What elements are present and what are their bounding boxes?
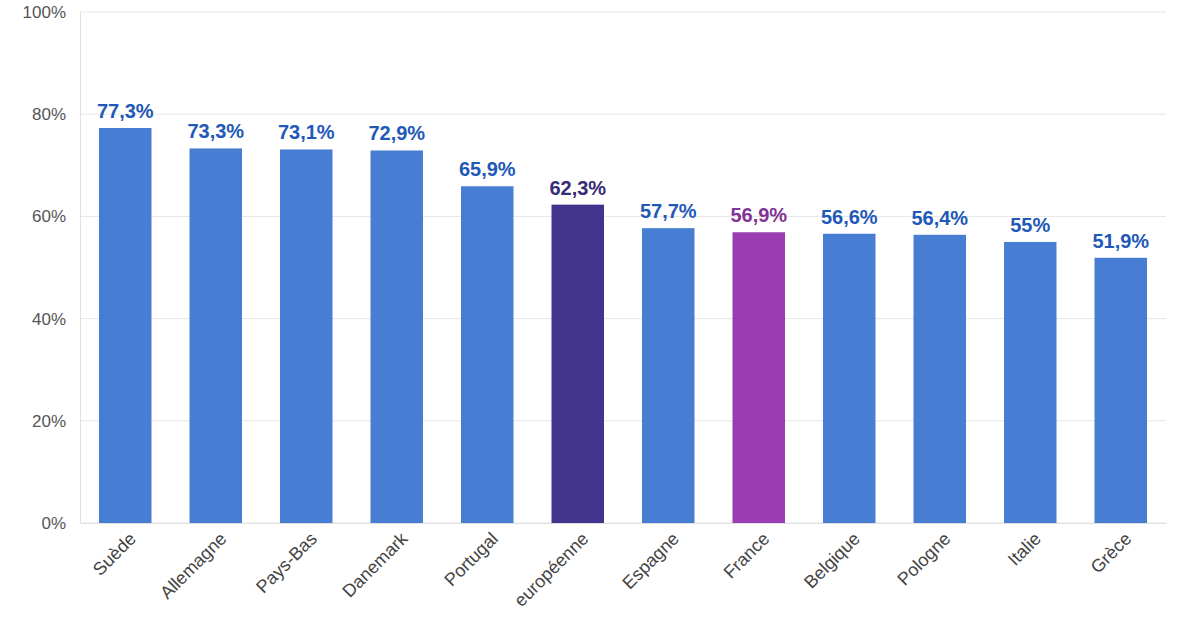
x-tick: Pologne: [894, 523, 955, 589]
y-tick: 100%: [23, 3, 80, 22]
data-label: 62,3%: [549, 177, 606, 199]
y-axis-line: [80, 13, 81, 524]
bar: [280, 149, 332, 523]
x-tick-label: Italie: [1004, 529, 1045, 570]
y-tick-label: 0%: [41, 514, 66, 533]
x-tick: Portugal: [440, 523, 502, 590]
bar: [733, 232, 785, 523]
data-label: 73,1%: [278, 121, 335, 143]
grid-line: [80, 216, 1166, 217]
x-tick: européenne: [510, 523, 592, 611]
y-tick-label: 20%: [32, 412, 66, 431]
bars: [99, 128, 1147, 523]
data-label: 56,9%: [730, 204, 787, 226]
y-tick: 0%: [41, 514, 80, 533]
data-label: 51,9%: [1092, 230, 1149, 252]
bar: [99, 128, 151, 523]
chart-svg: 0% 20% 40% 60% 80% 100% Suède Allemagne Pays-Bas…: [0, 0, 1200, 630]
bar: [914, 235, 966, 523]
data-label: 56,4%: [911, 207, 968, 229]
grid-line: [80, 318, 1166, 319]
data-label: 65,9%: [459, 158, 516, 180]
x-tick: Allemagne: [156, 523, 230, 603]
chart-container: 0% 20% 40% 60% 80% 100% Suède Allemagne Pays-Bas…: [0, 0, 1200, 630]
data-label: 77,3%: [97, 100, 154, 122]
x-tick-label: Espagne: [618, 529, 682, 593]
x-tick-label: Pologne: [894, 529, 955, 590]
grid-line: [80, 12, 1166, 13]
y-tick-label: 60%: [32, 207, 66, 226]
data-label: 55%: [1010, 214, 1050, 236]
x-tick: Belgique: [800, 523, 864, 592]
y-tick: 80%: [32, 105, 80, 124]
grid-line: [80, 114, 1166, 115]
plot: 0% 20% 40% 60% 80% 100% Suède Allemagne Pays-Bas…: [23, 3, 1167, 611]
x-tick-label: Suède: [89, 529, 140, 580]
data-label: 56,6%: [821, 206, 878, 228]
bar: [371, 150, 423, 523]
x-axis: Suède Allemagne Pays-Bas Danemark Portugaleu…: [81, 523, 1167, 611]
bar: [190, 148, 242, 523]
y-tick-label: 40%: [32, 310, 66, 329]
x-tick: Italie: [1004, 523, 1045, 570]
y-tick-label: 100%: [23, 3, 66, 22]
x-axis-line: [81, 523, 1167, 524]
x-tick-label: Danemark: [339, 528, 413, 602]
y-tick-label: 80%: [32, 105, 66, 124]
x-tick-label: Pays-Bas: [252, 529, 321, 598]
x-tick-label: Belgique: [800, 529, 864, 593]
x-tick-label: Allemagne: [156, 529, 230, 603]
y-tick: 60%: [32, 207, 80, 226]
bar: [461, 186, 513, 523]
x-tick-label: européenne: [510, 529, 592, 611]
grid-line: [80, 420, 1166, 421]
data-label: 57,7%: [640, 200, 697, 222]
x-tick: Grèce: [1087, 523, 1136, 577]
x-tick: Suède: [89, 523, 140, 580]
x-tick-label: France: [720, 529, 774, 583]
y-tick: 20%: [32, 412, 80, 431]
data-label: 72,9%: [368, 122, 425, 144]
data-label: 73,3%: [187, 120, 244, 142]
data-labels: 77,3% 73,3% 73,1% 72,9% 65,9% 62,3% 57,7% 56,9%…: [97, 100, 1149, 252]
bar: [642, 228, 694, 523]
x-tick: Espagne: [618, 523, 682, 593]
bar: [1095, 258, 1147, 523]
x-tick: Pays-Bas: [252, 523, 321, 597]
bar: [1004, 242, 1056, 523]
x-tick-label: Grèce: [1087, 529, 1136, 578]
y-tick: 40%: [32, 310, 80, 329]
bar: [552, 205, 604, 523]
x-tick: France: [720, 523, 774, 582]
x-tick-label: Portugal: [440, 529, 502, 591]
grid: [80, 12, 1166, 523]
bar: [823, 234, 875, 523]
y-axis: 0% 20% 40% 60% 80% 100%: [23, 3, 81, 533]
grid-line: [80, 523, 1166, 524]
x-tick: Danemark: [339, 523, 413, 601]
